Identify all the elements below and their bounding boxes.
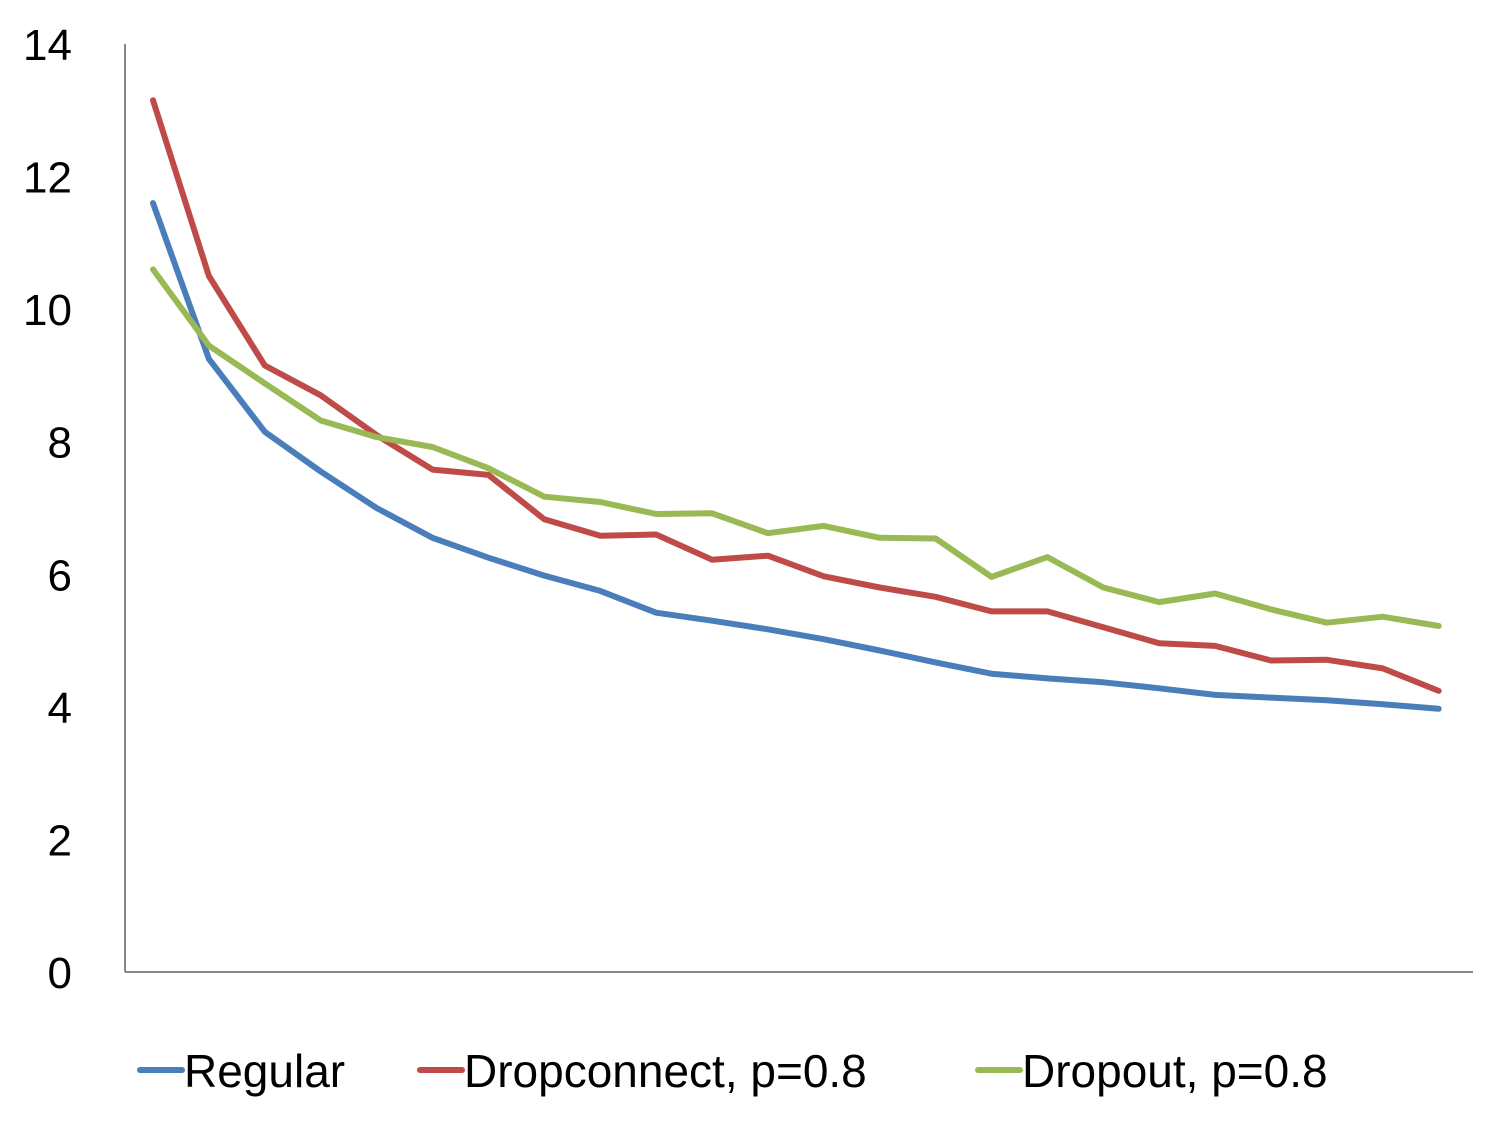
- y-tick-label: 12: [23, 154, 72, 203]
- y-tick-label: 0: [48, 949, 72, 998]
- legend-label-dropconnect: Dropconnect, p=0.8: [464, 1045, 867, 1097]
- series-line-regular: [150, 200, 1442, 712]
- y-axis-ticks: 0 2 4 6 8 10 12 14: [23, 21, 72, 998]
- y-tick-label: 8: [48, 419, 72, 468]
- y-tick-label: 6: [48, 551, 72, 600]
- y-tick-label: 2: [48, 816, 72, 865]
- y-tick-label: 10: [23, 286, 72, 335]
- legend-label-dropout: Dropout, p=0.8: [1022, 1045, 1328, 1097]
- series-lines: [150, 97, 1442, 712]
- legend-label-regular: Regular: [184, 1045, 345, 1097]
- series-line-dropout: [150, 266, 1442, 629]
- y-tick-label: 4: [48, 684, 72, 733]
- plot-area: 0 2 4 6 8 10 12 14: [23, 21, 1473, 998]
- y-tick-label: 14: [23, 21, 72, 70]
- series-line-dropconnect: [150, 97, 1442, 694]
- legend: Regular Dropconnect, p=0.8 Dropout, p=0.…: [137, 1045, 1328, 1097]
